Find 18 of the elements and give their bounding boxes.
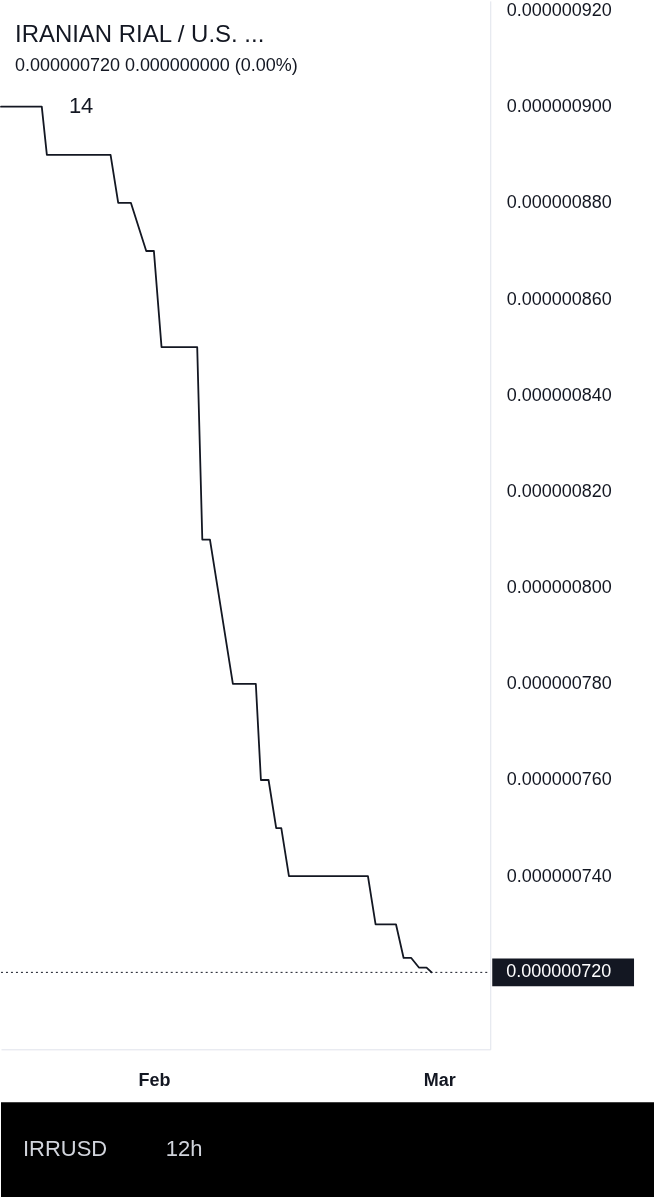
x-tick-label: Mar	[423, 1069, 456, 1090]
text: IRANIAN RIAL / U.S. ...	[14, 19, 265, 47]
text: 0.000000720 0.000000000 (0.00%)	[14, 54, 298, 75]
y-tick-label: 0.000000740	[506, 865, 612, 886]
ref-line-label: 0.000000720	[506, 961, 612, 982]
y-tick-label: 0.000000900	[506, 96, 612, 117]
y-tick-label: 0.000000800	[506, 577, 612, 598]
x-tick-label: Feb	[138, 1069, 171, 1090]
y-tick-label: 0.000000880	[506, 192, 612, 213]
y-tick-label: 0.000000860	[506, 288, 612, 309]
y-tick-label: 0.000000760	[506, 769, 612, 790]
text: 12h	[165, 1136, 203, 1162]
y-tick-label: 0.000000820	[506, 480, 612, 501]
y-tick-label: 0.000000840	[506, 384, 612, 405]
y-tick-label: 0.000000780	[506, 673, 612, 694]
annotation: 14	[68, 92, 94, 118]
text: IRRUSD	[22, 1136, 108, 1162]
y-tick-label: 0.000000920	[506, 0, 612, 21]
